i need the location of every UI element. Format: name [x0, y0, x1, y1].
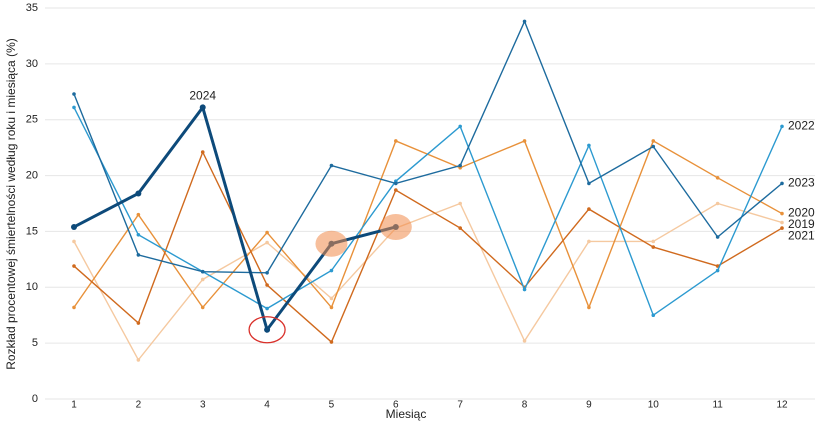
data-point: [72, 264, 76, 268]
data-point: [715, 176, 720, 180]
data-point: [72, 305, 76, 310]
series-label: 2021: [788, 229, 815, 243]
data-point: [780, 211, 784, 216]
y-tick-label: 30: [26, 58, 38, 70]
data-point: [587, 207, 591, 211]
y-tick-label: 35: [26, 2, 38, 14]
data-point: [72, 239, 76, 244]
series-line: [73, 150, 783, 344]
data-point: [72, 92, 76, 96]
x-tick-label: 11: [712, 400, 723, 411]
data-point: [135, 190, 142, 197]
data-point: [394, 139, 398, 143]
series-line: [73, 107, 783, 317]
data-point: [265, 240, 269, 245]
data-point: [72, 105, 76, 110]
data-point: [715, 201, 720, 206]
x-tick-label: 8: [522, 400, 528, 411]
x-tick-label: 7: [457, 400, 463, 411]
x-tick-label: 1: [71, 400, 77, 411]
data-point: [522, 19, 527, 24]
data-point: [715, 235, 720, 239]
x-tick-label: 9: [586, 400, 592, 411]
y-tick-label: 25: [26, 114, 38, 126]
data-point: [394, 181, 398, 186]
x-tick-label: 5: [329, 400, 335, 411]
y-tick-label: 15: [26, 225, 38, 237]
series-label: 2022: [788, 119, 815, 133]
data-point: [136, 358, 141, 362]
x-tick-label: 3: [200, 400, 206, 411]
data-point: [199, 104, 206, 111]
data-point: [458, 226, 462, 230]
data-point: [651, 239, 656, 244]
data-point: [200, 305, 205, 310]
y-tick-label: 0: [32, 393, 38, 405]
highlight: [315, 230, 348, 257]
data-point: [458, 163, 462, 168]
data-point: [200, 150, 205, 154]
data-point: [458, 124, 462, 129]
data-point: [200, 269, 205, 274]
series-label: 2023: [788, 176, 815, 190]
highlight: [379, 213, 412, 240]
y-tick-label: 20: [26, 169, 38, 181]
data-point: [651, 313, 656, 318]
y-tick-label: 5: [32, 337, 38, 349]
data-point: [394, 188, 398, 192]
y-tick-label: 10: [26, 281, 38, 293]
data-point: [200, 277, 205, 282]
highlight-ring: [248, 316, 286, 344]
data-point: [780, 220, 784, 225]
data-point: [458, 201, 462, 206]
x-tick-label: 10: [648, 400, 660, 411]
series-label: 2024: [189, 89, 216, 103]
series-line: [73, 139, 783, 310]
data-point: [136, 253, 141, 257]
data-point: [329, 340, 334, 344]
data-point: [329, 268, 334, 273]
series-label: 2020: [788, 206, 815, 220]
series-line: [73, 202, 783, 362]
data-point: [264, 326, 271, 333]
series-line: [73, 104, 397, 334]
y-axis-label: Rozkład procentowej śmiertelności według…: [4, 38, 18, 369]
data-point: [587, 239, 591, 244]
data-point: [715, 268, 720, 273]
data-point: [265, 306, 269, 311]
x-tick-label: 2: [136, 400, 142, 411]
data-point: [780, 226, 784, 230]
data-point: [587, 181, 591, 186]
data-point: [587, 143, 591, 148]
data-point: [587, 305, 591, 310]
x-tick-label: 6: [393, 400, 399, 411]
data-point: [265, 270, 269, 275]
series-label: 2019: [788, 217, 815, 231]
x-axis-label: Miesiąc: [386, 407, 427, 421]
data-point: [522, 139, 527, 143]
data-point: [522, 287, 527, 292]
data-point: [329, 163, 334, 168]
data-point: [265, 283, 269, 287]
data-point: [780, 181, 784, 186]
data-point: [329, 305, 334, 310]
series-line: [73, 19, 783, 274]
x-tick-label: 12: [776, 400, 788, 411]
data-point: [329, 296, 334, 301]
data-point: [136, 232, 141, 237]
data-point: [780, 124, 784, 129]
data-point: [651, 245, 656, 249]
data-point: [651, 144, 656, 149]
data-point: [265, 230, 269, 235]
data-point: [136, 321, 141, 325]
x-tick-label: 4: [264, 400, 270, 411]
data-point: [522, 339, 527, 343]
data-point: [136, 212, 141, 217]
data-point: [71, 223, 77, 230]
data-point: [651, 139, 656, 143]
